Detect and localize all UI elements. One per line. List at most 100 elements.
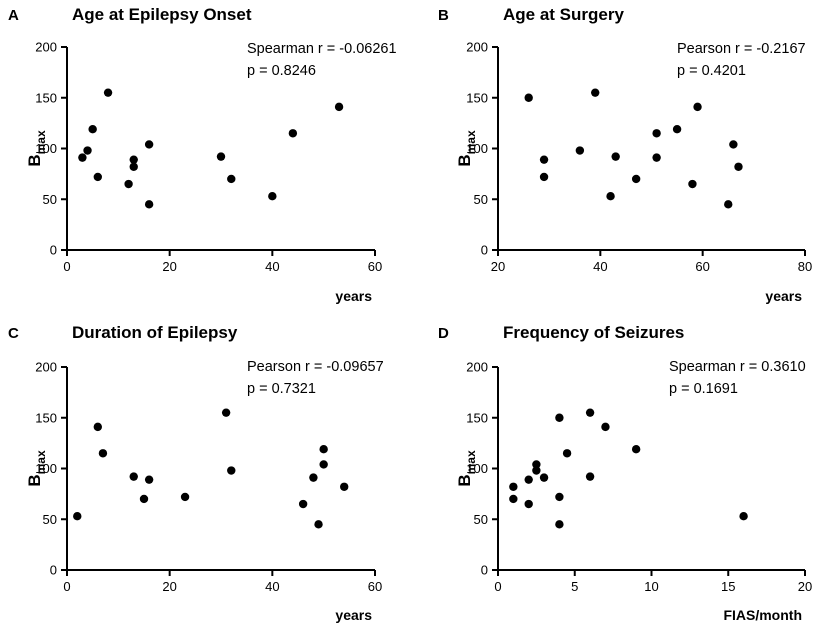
- data-point: [509, 494, 518, 504]
- data-point: [739, 512, 748, 521]
- data-point: [524, 499, 533, 509]
- data-point: [103, 88, 113, 97]
- data-point: [688, 179, 697, 189]
- data-point: [129, 472, 138, 481]
- data-point: [139, 494, 149, 504]
- data-point: [314, 520, 323, 529]
- y-tick-label: 50: [43, 192, 57, 207]
- x-tick-label: 10: [644, 579, 658, 594]
- data-point: [73, 512, 82, 521]
- data-point: [532, 460, 541, 469]
- data-point: [539, 473, 549, 482]
- data-point: [555, 413, 564, 422]
- y-tick-label: 200: [466, 360, 488, 375]
- x-axis-label: years: [335, 288, 372, 304]
- y-tick-label: 100: [466, 461, 488, 476]
- data-point: [309, 473, 318, 482]
- data-point: [144, 475, 154, 484]
- y-tick-label: 0: [50, 243, 57, 258]
- data-point: [591, 88, 600, 97]
- y-tick-label: 150: [35, 410, 57, 425]
- x-tick-label: 60: [368, 579, 382, 594]
- y-axis-label: Bmax: [455, 450, 478, 487]
- y-tick-label: 50: [43, 512, 57, 527]
- y-tick-label: 50: [474, 192, 488, 207]
- data-point: [555, 492, 564, 502]
- data-point: [334, 102, 344, 112]
- data-point: [319, 460, 328, 469]
- x-tick-label: 60: [695, 259, 709, 274]
- data-point: [601, 422, 610, 432]
- data-point: [93, 172, 103, 182]
- y-axis-label: Bmax: [25, 450, 48, 487]
- stat-correlation: Spearman r = -0.06261: [247, 41, 397, 57]
- data-point: [539, 172, 549, 182]
- x-tick-label: 20: [798, 579, 812, 594]
- data-point: [524, 93, 533, 102]
- x-axis-label: years: [765, 288, 802, 304]
- y-axis-label: Bmax: [25, 130, 48, 167]
- data-point: [319, 445, 328, 454]
- data-point: [524, 475, 533, 484]
- y-tick-label: 200: [466, 40, 488, 55]
- data-point: [724, 200, 733, 209]
- y-tick-label: 150: [35, 90, 57, 105]
- stat-p-value: p = 0.7321: [247, 381, 316, 397]
- y-tick-label: 100: [35, 461, 57, 476]
- data-point: [288, 129, 298, 138]
- y-tick-label: 150: [466, 90, 488, 105]
- y-tick-label: 200: [35, 360, 57, 375]
- panel-letter: C: [8, 325, 19, 342]
- data-point: [227, 174, 236, 184]
- panel-letter: B: [438, 7, 449, 24]
- data-point: [180, 492, 190, 502]
- chart-title: Age at Surgery: [503, 5, 624, 24]
- stat-p-value: p = 0.4201: [677, 63, 746, 79]
- data-point: [78, 153, 87, 162]
- panel-letter: A: [8, 7, 19, 24]
- y-tick-label: 0: [481, 243, 488, 258]
- data-point: [631, 174, 641, 184]
- x-tick-label: 40: [593, 259, 607, 274]
- data-point: [532, 466, 541, 475]
- x-tick-label: 0: [63, 259, 70, 274]
- y-tick-label: 200: [35, 40, 57, 55]
- chart-title: Frequency of Seizures: [503, 323, 684, 342]
- stat-p-value: p = 0.1691: [669, 381, 738, 397]
- data-point: [652, 129, 661, 138]
- data-point: [652, 153, 661, 162]
- x-tick-label: 0: [494, 579, 501, 594]
- data-point: [298, 499, 308, 509]
- x-tick-label: 15: [721, 579, 735, 594]
- panel-b: B Age at Surgery 20 40 60 80 0 50 100 150 200 years…: [438, 5, 812, 304]
- data-point: [693, 102, 702, 112]
- data-point: [539, 155, 549, 164]
- x-axis-label: years: [335, 607, 372, 623]
- data-point: [585, 472, 595, 481]
- data-point: [124, 179, 133, 189]
- stat-correlation: Pearson r = -0.09657: [247, 359, 384, 375]
- data-point: [575, 146, 585, 155]
- x-tick-label: 0: [63, 579, 70, 594]
- y-tick-label: 100: [466, 141, 488, 156]
- data-point: [562, 449, 572, 458]
- y-tick-label: 50: [474, 512, 488, 527]
- y-tick-label: 0: [50, 563, 57, 578]
- data-point: [227, 466, 236, 475]
- data-point: [734, 162, 743, 171]
- x-tick-label: 40: [265, 259, 279, 274]
- data-point: [144, 200, 154, 209]
- data-point: [606, 192, 615, 201]
- x-tick-label: 60: [368, 259, 382, 274]
- panel-c: C Duration of Epilepsy 0 20 40 60 0 50 100 150 200…: [8, 323, 384, 623]
- x-tick-label: 20: [162, 579, 176, 594]
- data-point: [509, 482, 518, 491]
- x-tick-label: 20: [162, 259, 176, 274]
- panel-letter: D: [438, 325, 449, 342]
- x-tick-label: 5: [571, 579, 578, 594]
- y-axis-label: Bmax: [455, 130, 478, 167]
- data-point: [555, 520, 564, 529]
- chart-title: Duration of Epilepsy: [72, 323, 238, 342]
